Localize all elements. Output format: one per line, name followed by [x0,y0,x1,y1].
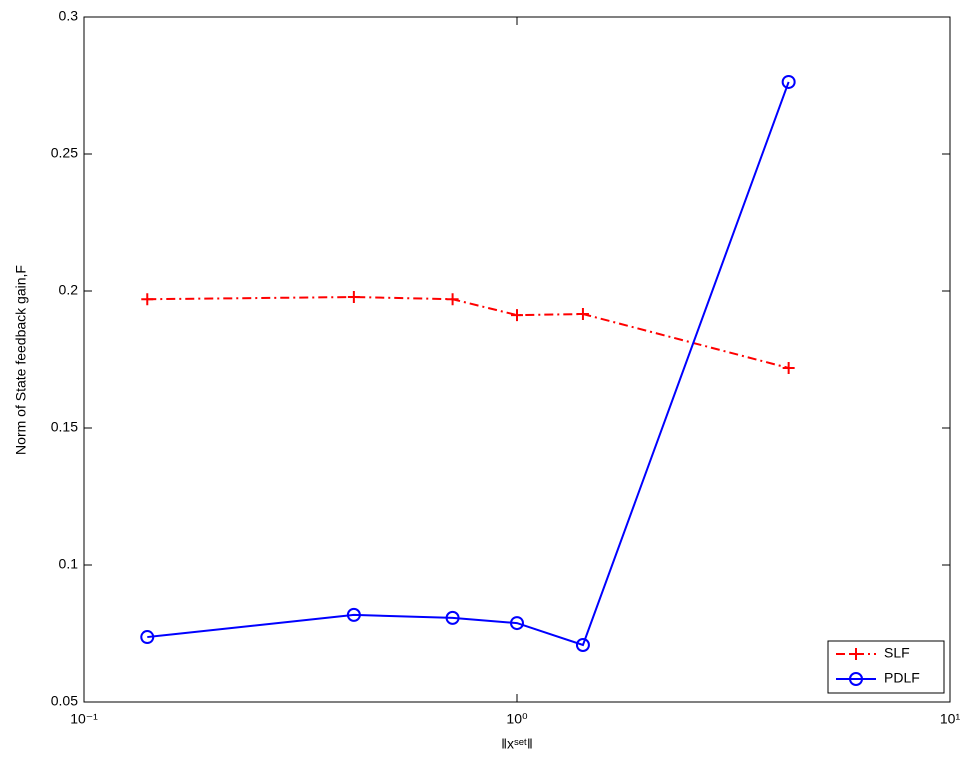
y-tick-label: 0.25 [51,145,78,161]
marker [346,607,361,622]
x-tick-label: 10¹ [940,711,961,727]
legend-marker [850,648,862,660]
marker [576,308,589,321]
legend-box [827,640,945,694]
marker [445,610,460,625]
legend-label: SLF [884,645,910,661]
x-axis-label: ‖xˢᵉᵗ‖ [501,736,533,752]
y-tick-label: 0.1 [59,556,79,572]
marker [781,74,796,89]
marker [510,616,524,631]
series-line [147,296,789,369]
marker [782,361,795,374]
y-tick-label: 0.15 [51,419,78,435]
legend-marker [849,672,863,686]
x-tick-label: 10⁻¹ [70,711,98,727]
series-line [147,81,790,647]
marker [511,309,523,322]
y-tick-label: 0.2 [59,282,79,298]
legend-label: PDLF [884,670,920,686]
marker [140,630,155,645]
x-tick-label: 10⁰ [506,711,528,727]
y-tick-label: 0.05 [51,693,78,709]
legend: SLF PDLF [827,640,945,694]
marker [141,293,154,306]
y-axis-label: Norm of State feedback gain,F [13,265,29,455]
y-tick-label: 0.3 [59,8,79,24]
plot-area [83,16,951,703]
marker [446,293,459,306]
marker [575,638,590,653]
marker [347,291,360,304]
